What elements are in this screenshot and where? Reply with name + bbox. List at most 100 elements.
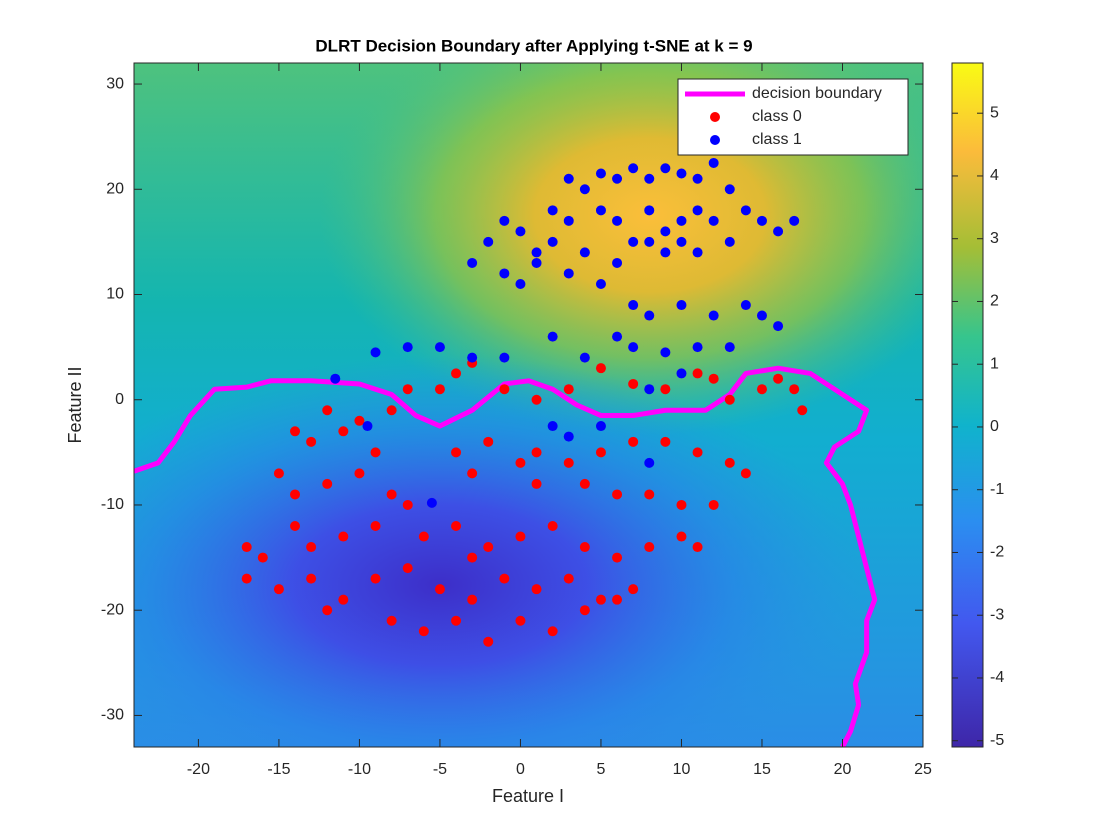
data-point bbox=[756, 384, 767, 395]
data-point bbox=[724, 184, 735, 195]
data-point bbox=[628, 584, 639, 595]
legend-label: class 0 bbox=[752, 108, 802, 125]
data-point bbox=[579, 352, 590, 363]
data-point bbox=[354, 415, 365, 426]
data-point bbox=[708, 310, 719, 321]
data-point bbox=[322, 405, 333, 416]
data-point bbox=[644, 457, 655, 468]
data-point bbox=[612, 552, 623, 563]
colorbar bbox=[951, 62, 984, 748]
colorbar-tick-label: 1 bbox=[990, 355, 999, 372]
data-point bbox=[531, 394, 542, 405]
data-point bbox=[724, 236, 735, 247]
x-tick-label: 0 bbox=[516, 761, 525, 778]
data-point bbox=[330, 373, 341, 384]
data-point bbox=[692, 342, 703, 353]
data-point bbox=[483, 542, 494, 553]
data-point bbox=[724, 394, 735, 405]
chart-title: DLRT Decision Boundary after Applying t-… bbox=[315, 36, 752, 55]
data-point bbox=[644, 236, 655, 247]
data-point bbox=[628, 378, 639, 389]
data-point bbox=[362, 421, 373, 432]
data-point bbox=[499, 268, 510, 279]
data-point bbox=[644, 173, 655, 184]
data-point bbox=[563, 431, 574, 442]
data-point bbox=[515, 226, 526, 237]
data-point bbox=[628, 436, 639, 447]
data-point bbox=[676, 499, 687, 510]
data-point bbox=[773, 373, 784, 384]
data-point bbox=[370, 521, 381, 532]
colorbar-tick-label: 4 bbox=[990, 167, 999, 184]
data-point bbox=[370, 573, 381, 584]
data-point bbox=[740, 300, 751, 311]
data-point bbox=[257, 552, 268, 563]
data-point bbox=[628, 163, 639, 174]
data-point bbox=[547, 236, 558, 247]
data-point bbox=[370, 447, 381, 458]
data-point bbox=[740, 468, 751, 479]
data-point bbox=[467, 552, 478, 563]
data-point bbox=[773, 226, 784, 237]
data-point bbox=[644, 489, 655, 500]
data-point bbox=[676, 300, 687, 311]
data-point bbox=[628, 300, 639, 311]
data-point bbox=[434, 342, 445, 353]
colorbar-tick-label: -4 bbox=[990, 669, 1004, 686]
data-point bbox=[338, 594, 349, 605]
data-point bbox=[241, 542, 252, 553]
x-tick-label: 10 bbox=[673, 761, 691, 778]
data-point bbox=[595, 278, 606, 289]
data-point bbox=[483, 636, 494, 647]
data-point bbox=[612, 331, 623, 342]
data-point bbox=[386, 489, 397, 500]
colorbar-tick-label: -3 bbox=[990, 606, 1004, 623]
x-tick-label: 25 bbox=[914, 761, 932, 778]
data-point bbox=[241, 573, 252, 584]
decision-boundary bbox=[134, 365, 878, 747]
data-point bbox=[724, 342, 735, 353]
y-tick-label: 20 bbox=[106, 180, 124, 197]
data-point bbox=[563, 457, 574, 468]
data-point bbox=[595, 594, 606, 605]
data-point bbox=[467, 468, 478, 479]
data-point bbox=[676, 168, 687, 179]
data-point bbox=[531, 478, 542, 489]
data-point bbox=[515, 615, 526, 626]
data-point bbox=[644, 205, 655, 216]
plot-frame bbox=[133, 62, 924, 748]
data-point bbox=[354, 468, 365, 479]
data-point bbox=[660, 347, 671, 358]
data-point bbox=[451, 521, 462, 532]
data-point bbox=[789, 215, 800, 226]
data-point bbox=[402, 384, 413, 395]
data-point bbox=[547, 205, 558, 216]
data-point bbox=[563, 215, 574, 226]
data-point bbox=[386, 405, 397, 416]
data-point bbox=[692, 173, 703, 184]
data-point bbox=[612, 489, 623, 500]
data-point bbox=[322, 605, 333, 616]
legend-marker bbox=[710, 112, 720, 122]
data-point bbox=[402, 563, 413, 574]
data-point bbox=[660, 226, 671, 237]
colorbar-tick-label: 3 bbox=[990, 230, 999, 247]
data-point bbox=[451, 447, 462, 458]
data-point bbox=[499, 215, 510, 226]
y-tick-label: 30 bbox=[106, 75, 124, 92]
colorbar-tick-label: 5 bbox=[990, 104, 999, 121]
data-point bbox=[563, 573, 574, 584]
data-point bbox=[426, 497, 437, 508]
data-point bbox=[579, 184, 590, 195]
data-point bbox=[692, 447, 703, 458]
y-tick-label: -20 bbox=[101, 601, 124, 618]
data-point bbox=[515, 457, 526, 468]
data-point bbox=[499, 352, 510, 363]
data-point bbox=[547, 421, 558, 432]
data-point bbox=[708, 157, 719, 168]
x-tick-label: 20 bbox=[834, 761, 852, 778]
x-tick-label: -15 bbox=[267, 761, 290, 778]
data-point bbox=[660, 384, 671, 395]
data-point bbox=[660, 436, 671, 447]
data-point bbox=[402, 342, 413, 353]
